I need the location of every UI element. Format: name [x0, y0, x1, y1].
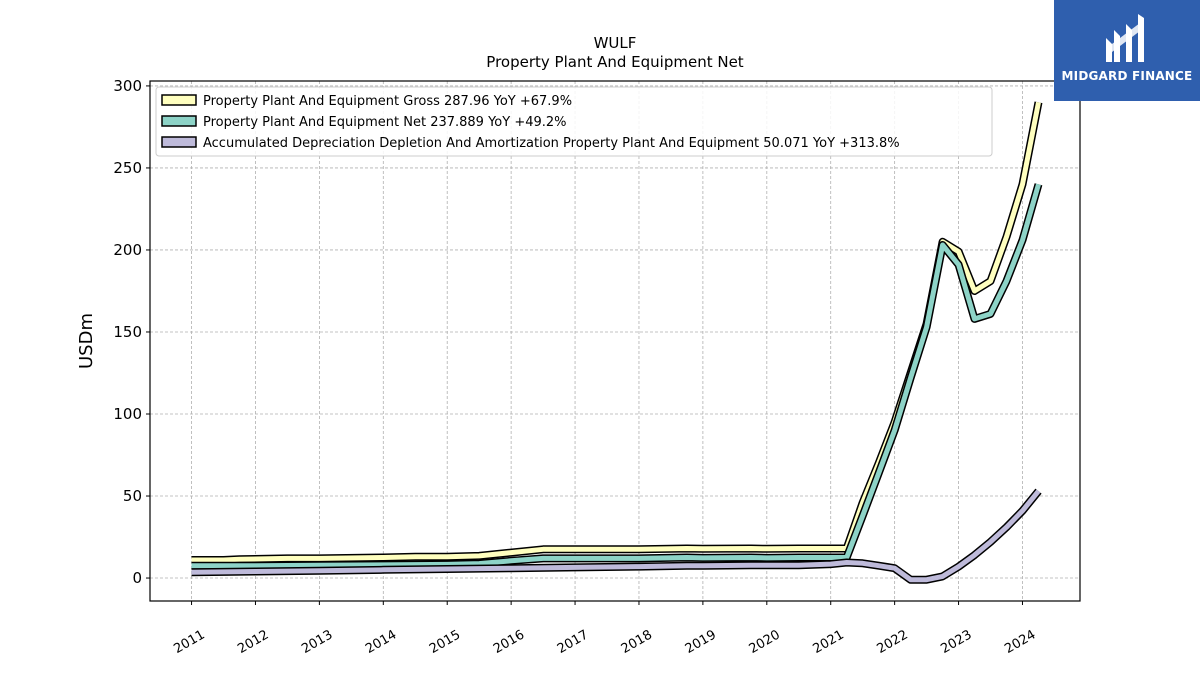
x-tick-label: 2021 [811, 627, 847, 657]
legend: Property Plant And Equipment Gross 287.9… [155, 86, 993, 157]
grid [150, 81, 1080, 601]
x-tick-label: 2012 [235, 627, 271, 657]
brand-logo: MIDGARD FINANCE [1054, 0, 1200, 101]
legend-swatch [161, 94, 197, 106]
x-tick-label: 2011 [171, 627, 207, 657]
x-tick-label: 2024 [1002, 627, 1038, 657]
series-line [191, 489, 1041, 583]
legend-label: Property Plant And Equipment Gross 287.9… [203, 94, 572, 109]
chart-subtitle: Property Plant And Equipment Net [486, 53, 743, 71]
x-tick-label: 2015 [427, 627, 463, 657]
y-tick-label: 150 [113, 323, 142, 341]
y-axis-ticks: 0 50 100 150 200 250 300 [113, 77, 150, 587]
x-tick-label: 2016 [491, 627, 527, 657]
x-tick-label: 2019 [683, 627, 719, 657]
x-axis-ticks: 2011 2012 2013 2014 2015 2016 2017 2018 2019 2020… [171, 601, 1038, 657]
series-lines [191, 101, 1043, 584]
x-tick-label: 2017 [555, 627, 591, 657]
brand-name: MIDGARD FINANCE [1061, 69, 1193, 83]
x-tick-label: 2014 [363, 627, 399, 657]
legend-swatch [161, 115, 197, 127]
legend-label: Accumulated Depreciation Depletion And A… [203, 136, 900, 151]
x-tick-label: 2023 [938, 627, 974, 657]
y-tick-label: 300 [113, 77, 142, 95]
midgard-logo-icon [1106, 14, 1144, 62]
series-outline [191, 101, 1043, 564]
y-tick-label: 50 [123, 487, 142, 505]
y-tick-label: 200 [113, 241, 142, 259]
x-tick-label: 2022 [874, 627, 910, 657]
x-tick-label: 2013 [299, 627, 335, 657]
plot-frame [149, 80, 1081, 602]
series-line [191, 101, 1041, 563]
y-tick-label: 0 [132, 569, 142, 587]
chart-title: WULF [594, 34, 637, 52]
y-tick-label: 100 [113, 405, 142, 423]
x-tick-label: 2020 [747, 627, 783, 657]
x-tick-label: 2018 [619, 627, 655, 657]
legend-box [155, 86, 993, 157]
legend-swatch [161, 136, 197, 148]
series-line [191, 183, 1041, 569]
y-axis-label: USDm [76, 313, 97, 369]
y-tick-label: 250 [113, 159, 142, 177]
legend-label: Property Plant And Equipment Net 237.889… [203, 115, 567, 130]
